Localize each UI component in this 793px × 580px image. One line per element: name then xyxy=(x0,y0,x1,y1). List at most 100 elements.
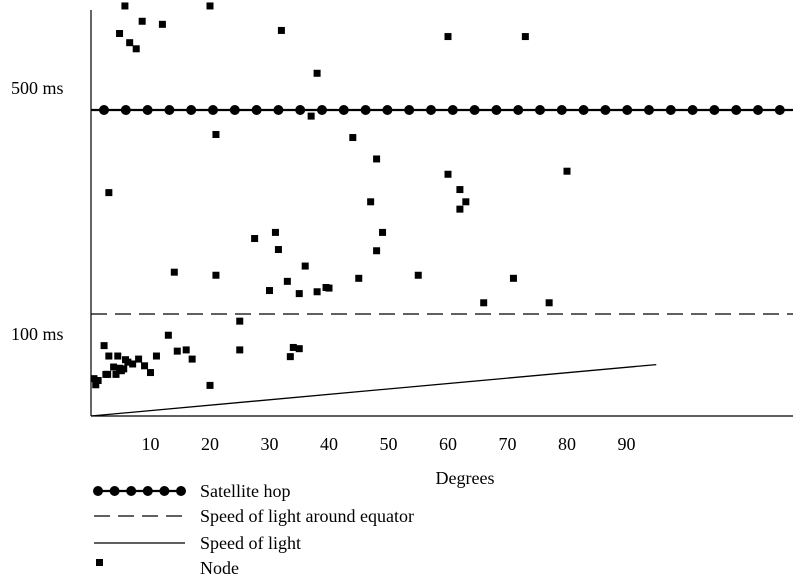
node-point xyxy=(206,2,214,10)
legend-label: Speed of light xyxy=(200,533,301,553)
node-point xyxy=(110,363,118,371)
satellite-hop-dot xyxy=(186,105,197,115)
node-point xyxy=(92,381,100,389)
node-point xyxy=(126,39,134,47)
satellite-hop-dot xyxy=(273,105,284,115)
node-point xyxy=(212,271,220,279)
legend-satellite-dot xyxy=(176,486,186,496)
node-point xyxy=(322,283,330,291)
satellite-hop-dot xyxy=(382,105,393,115)
legend-item: Speed of light around equator xyxy=(94,506,414,526)
node-point xyxy=(274,246,282,254)
satellite-hop-dot xyxy=(600,105,611,115)
legend-item: Node xyxy=(96,558,239,578)
node-point xyxy=(206,381,214,389)
node-point xyxy=(480,299,488,307)
satellite-hop-dot xyxy=(120,105,131,115)
node-point xyxy=(105,352,113,360)
node-point xyxy=(138,17,146,25)
node-point xyxy=(379,228,387,236)
y-tick-label: 100 ms xyxy=(11,324,64,344)
node-point xyxy=(456,186,464,194)
satellite-hop-dot xyxy=(491,105,502,115)
x-tick-label: 70 xyxy=(499,434,517,454)
satellite-hop-dot xyxy=(753,105,763,115)
legend-satellite-dot xyxy=(142,486,153,496)
node-point xyxy=(349,134,357,142)
node-point xyxy=(563,167,571,175)
legend-label: Satellite hop xyxy=(200,481,290,501)
node-point xyxy=(295,345,303,353)
node-point xyxy=(94,377,102,385)
node-point xyxy=(116,30,124,37)
legend-satellite-dot xyxy=(126,486,137,496)
x-tick-label: 80 xyxy=(558,434,576,454)
satellite-hop-dot xyxy=(404,105,415,115)
node-point xyxy=(295,290,303,298)
node-point xyxy=(158,20,166,28)
node-point xyxy=(373,155,381,163)
satellite-hop-dot xyxy=(513,105,524,115)
node-point xyxy=(367,198,375,206)
node-point xyxy=(147,369,154,377)
satellite-hop-dot xyxy=(469,105,480,115)
node-point xyxy=(283,277,291,285)
node-point xyxy=(121,2,129,10)
legend-item: Speed of light xyxy=(94,533,301,553)
y-tick-label: 500 ms xyxy=(11,78,64,98)
node-point xyxy=(104,370,112,378)
legend-item: Satellite hop xyxy=(93,481,290,501)
node-point xyxy=(188,355,196,363)
satellite-hop-dot xyxy=(644,105,654,115)
speed-of-light-line xyxy=(90,363,657,417)
node-point xyxy=(132,45,140,53)
node-point xyxy=(112,370,120,378)
satellite-hop-dot xyxy=(208,105,218,115)
satellite-hop-dot xyxy=(338,105,349,115)
node-point xyxy=(117,367,125,375)
legend-satellite-dot xyxy=(93,486,103,496)
satellite-hop-dot xyxy=(295,105,306,115)
x-tick-label: 30 xyxy=(261,434,279,454)
node-point xyxy=(212,130,220,138)
node-point xyxy=(521,33,529,41)
satellite-hop-dot xyxy=(665,105,676,115)
node-point xyxy=(236,346,244,354)
node-point xyxy=(170,268,178,276)
satellite-hop-dot xyxy=(251,105,262,115)
node-point xyxy=(456,205,464,213)
legend-satellite-dot xyxy=(159,486,170,496)
node-point xyxy=(129,360,137,368)
satellite-hop-dot xyxy=(578,105,589,115)
node-point xyxy=(313,69,321,77)
satellite-hop-dot xyxy=(774,105,785,115)
node-point xyxy=(444,33,452,41)
node-point xyxy=(355,274,363,282)
legend-label: Speed of light around equator xyxy=(200,506,414,526)
x-tick-label: 90 xyxy=(618,434,636,454)
node-point xyxy=(182,346,190,354)
node-point xyxy=(414,271,422,279)
node-point xyxy=(545,299,553,307)
node-point xyxy=(277,26,285,34)
node-point xyxy=(124,358,132,366)
satellite-hop-dot xyxy=(687,105,698,115)
x-tick-label: 60 xyxy=(439,434,457,454)
satellite-hop-dot xyxy=(360,105,371,115)
node-point xyxy=(289,343,297,351)
satellite-hop-dot xyxy=(142,105,153,115)
satellite-hop-dot xyxy=(556,105,567,115)
node-point xyxy=(114,352,122,360)
legend: Satellite hop Speed of light around equat… xyxy=(93,481,414,578)
satellite-hop-dot xyxy=(164,105,175,115)
x-axis-label: Degrees xyxy=(436,468,495,488)
node-point xyxy=(444,170,452,178)
satellite-hop-dot xyxy=(229,105,240,115)
node-point xyxy=(373,247,381,255)
node-point xyxy=(141,362,149,370)
node-point xyxy=(135,355,143,363)
x-tick-label: 50 xyxy=(380,434,398,454)
x-tick-label: 10 xyxy=(142,434,160,454)
x-tick-label: 20 xyxy=(201,434,219,454)
